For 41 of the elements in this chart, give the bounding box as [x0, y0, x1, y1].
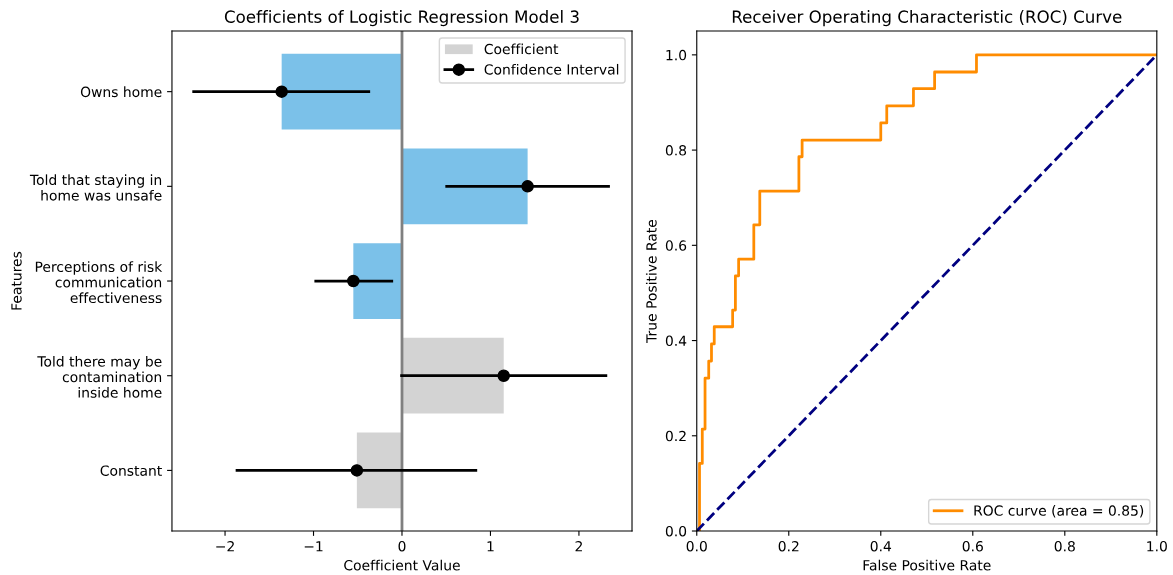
- point: [350, 464, 364, 477]
- x-tick-label: 0.4: [870, 540, 892, 552]
- x-tick-label: 2: [575, 540, 582, 552]
- x-tick-label: 1: [487, 541, 494, 552]
- y-tick-label: 0.6: [665, 240, 687, 251]
- bar: [281, 53, 402, 130]
- legend-label: ROC curve (area = 0.85): [974, 505, 1144, 518]
- x-tick-label: 1.0: [1147, 540, 1167, 552]
- chart-title: Coefficients of Logistic Regression Model 3: [224, 10, 579, 27]
- y-tick-label: 0.0: [665, 525, 687, 537]
- y-tick-label: 0.2: [665, 430, 686, 442]
- x-tick-label: −1: [304, 541, 323, 552]
- y-tick-label: Owns home: [80, 86, 162, 98]
- legend-label: Confidence Interval: [484, 63, 619, 75]
- bar: [401, 148, 528, 225]
- x-tick-label: 0.2: [778, 540, 799, 552]
- bar: [401, 337, 504, 414]
- point: [497, 369, 510, 382]
- y-tick-label: 0.8: [665, 145, 687, 156]
- bar: [353, 243, 402, 319]
- chart-title: Receiver Operating Characteristic (ROC) Curve: [732, 10, 1122, 27]
- x-tick-label: 0: [398, 540, 406, 552]
- y-axis-title: Features: [11, 251, 22, 310]
- y-tick-label: Perceptions of risk communication effectiveness: [35, 261, 163, 304]
- x-tick-label: 0.6: [962, 540, 983, 552]
- point: [347, 274, 360, 288]
- x-tick-label: 0.8: [1054, 540, 1075, 552]
- y-tick-label: Constant: [100, 465, 162, 476]
- y-axis-title: True Positive Rate: [645, 219, 657, 343]
- x-tick-label: −2: [216, 540, 234, 552]
- x-axis-title: False Positive Rate: [863, 559, 991, 571]
- y-tick-label: 1.0: [666, 49, 687, 61]
- point: [275, 85, 288, 98]
- y-tick-label: Told that staying in home was unsafe: [29, 174, 162, 201]
- y-tick-label: Told there may be contamination inside home: [37, 355, 162, 398]
- legend-label: Coefficient: [484, 43, 559, 55]
- x-axis-title: Coefficient Value: [344, 559, 460, 571]
- point: [521, 180, 534, 193]
- x-tick-label: 0.0: [686, 540, 707, 552]
- bar: [356, 432, 402, 509]
- y-tick-label: 0.4: [665, 335, 687, 347]
